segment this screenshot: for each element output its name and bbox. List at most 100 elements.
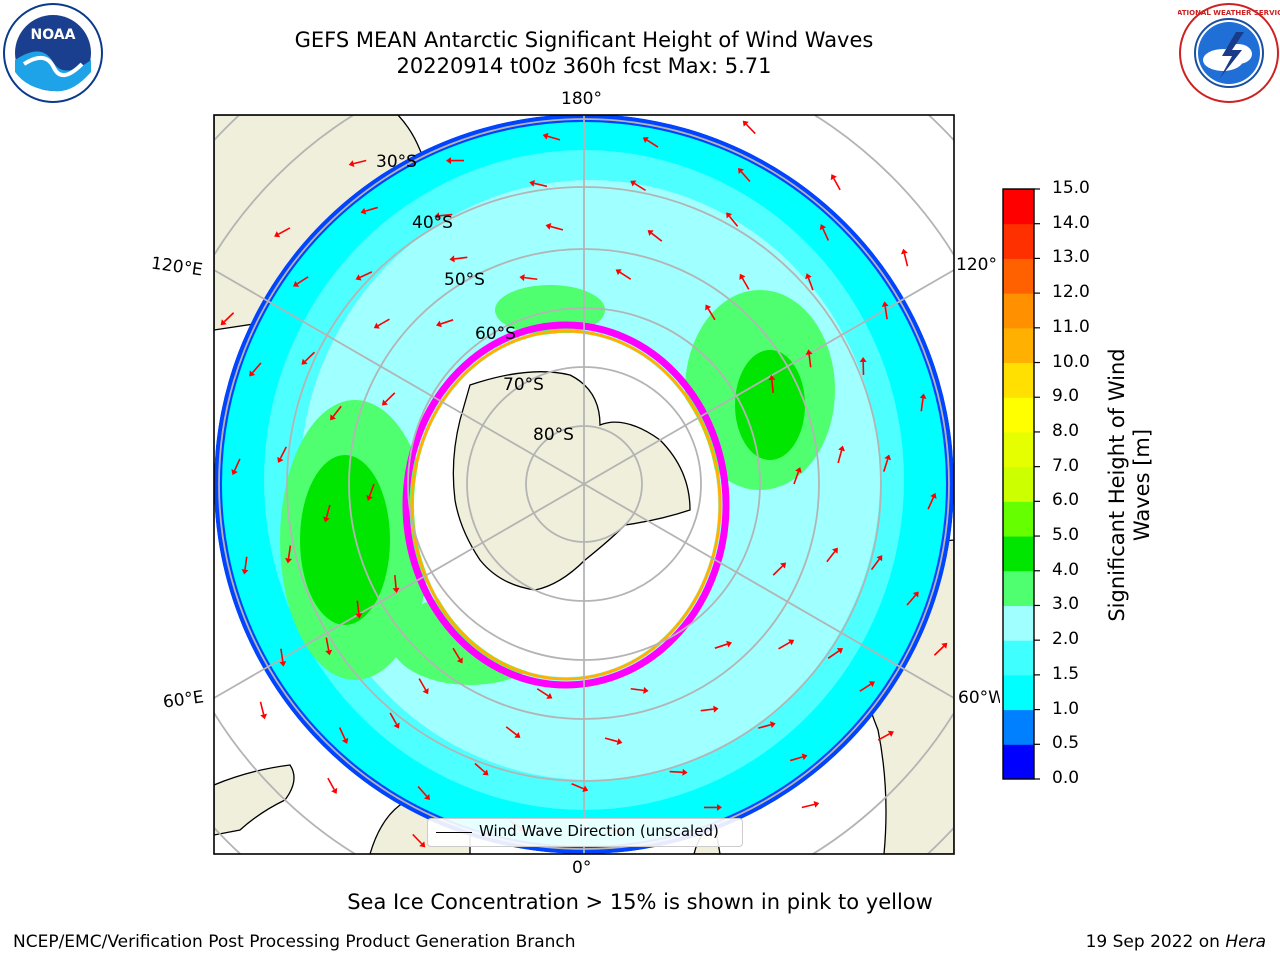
wind-arrow-head [231,469,238,476]
wind-arrow [790,756,803,762]
wind-arrow-head [519,274,525,282]
wind-arrow [772,565,784,576]
wind-arrow-head [331,787,338,794]
wind-arrow [547,135,561,141]
wind-arrow [287,545,292,559]
wind-arrow-head [582,785,589,792]
wind-arrow-head [424,793,430,801]
wind-arrow-head [805,349,813,355]
noaa-logo: NOAA [3,3,103,103]
colorbar-tick-label: 11.0 [1052,316,1090,337]
colorbar-tick-label: 7.0 [1052,455,1080,476]
wind-arrow-head [348,160,355,168]
wind-arrow-head [381,399,388,406]
wind-arrow [280,648,284,662]
wind-arrow [534,182,548,188]
wind-arrow-head [616,738,623,745]
wind-arrow [771,379,774,393]
wind-arrow-head [419,841,426,848]
nws-logo: NATIONAL WEATHER SERVICE [1178,3,1280,103]
wind-arrow-head [529,179,535,187]
wind-arrow-head [832,547,838,554]
wind-arrow-head [647,230,654,236]
wind-arrow [296,276,309,285]
wind-arrow [822,228,830,241]
colorbar [1002,188,1040,780]
wind-arrow [833,178,841,191]
colorbar-tick-label: 2.0 [1052,629,1080,650]
wind-arrow-head [514,732,521,738]
wind-arrow-head [941,642,948,649]
wind-arrow [571,783,584,790]
wind-arrow [801,803,815,809]
wind-arrow-head [366,495,373,501]
wind-arrow-head [435,320,442,328]
wind-arrow [359,271,373,279]
wind-arrow-head [360,207,367,215]
wind-arrow-head [642,137,649,143]
wind-arrow-head [323,516,330,523]
footer-date: 19 Sep 2022 on Hera [1086,932,1266,952]
colorbar-tick-label: 4.0 [1052,559,1080,580]
wind-arrow-head [274,231,281,238]
wind-arrow [353,159,367,165]
wind-arrow [536,688,549,697]
colorbar-segment [1003,536,1034,572]
wind-arrow-head [682,768,688,776]
colorbar-segment [1003,640,1034,676]
colorbar-tick-label: 8.0 [1052,420,1080,441]
wind-arrow-head [546,692,553,699]
wind-arrow [927,497,935,510]
colorbar-title-line-1: Significant Height of Wind [1105,348,1129,622]
wind-arrow [630,687,644,692]
wind-arrow [251,362,262,374]
wind-arrow-head [392,587,400,594]
wind-arrow [279,446,288,459]
wind-arrow-head [819,224,827,231]
footer-credit: NCEP/EMC/Verification Post Processing Pr… [13,932,576,952]
wind-arrow-head [813,800,820,808]
graticule [214,115,954,854]
wind-arrow [882,458,889,472]
wind-arrow [859,683,872,692]
wind-arrow-head [545,223,552,230]
wind-arrow [505,726,517,736]
legend-label: Wind Wave Direction (unscaled) [479,822,719,840]
colorbar-tick-label: 3.0 [1052,594,1080,615]
wind-arrow-head [434,212,440,220]
wind-arrow [368,483,375,497]
colorbar-segment [1003,258,1034,294]
wind-arrow [634,182,646,192]
wind-arrow [439,213,453,217]
colorbar-tick-label: 5.0 [1052,525,1080,546]
wind-arrow [304,351,316,362]
wind-arrow-head [795,467,802,473]
wind-arrow [758,723,772,729]
wind-arrow [884,306,888,320]
colorbar-segment [1003,431,1034,468]
wind-arrow-head [742,120,749,127]
wind-arrow [651,232,663,242]
wind-arrow [669,770,683,774]
wind-arrow [452,647,461,660]
wind-arrow [325,637,330,651]
wind-arrow-head [836,648,844,654]
footer-machine: Hera [1225,932,1266,952]
wind-arrow-head [930,492,937,499]
colorbar-frame [1002,188,1035,780]
wind-arrow [389,712,398,725]
wind-arrow [233,458,241,471]
colorbar-segment [1003,570,1034,606]
wind-arrow [524,276,538,281]
lon-label-0: 0° [572,858,592,878]
colorbar-segment [1003,397,1034,433]
wind-arrow [877,733,890,741]
wind-arrow-head [726,212,733,219]
lon-label-180: 180° [561,89,602,109]
wind-arrow-head [884,454,892,461]
wind-arrow-head [739,273,746,280]
lon-label-60w: 60°W [958,688,1000,708]
wind-arrows [220,120,948,848]
lat-label-60s: 60°S [475,324,516,344]
